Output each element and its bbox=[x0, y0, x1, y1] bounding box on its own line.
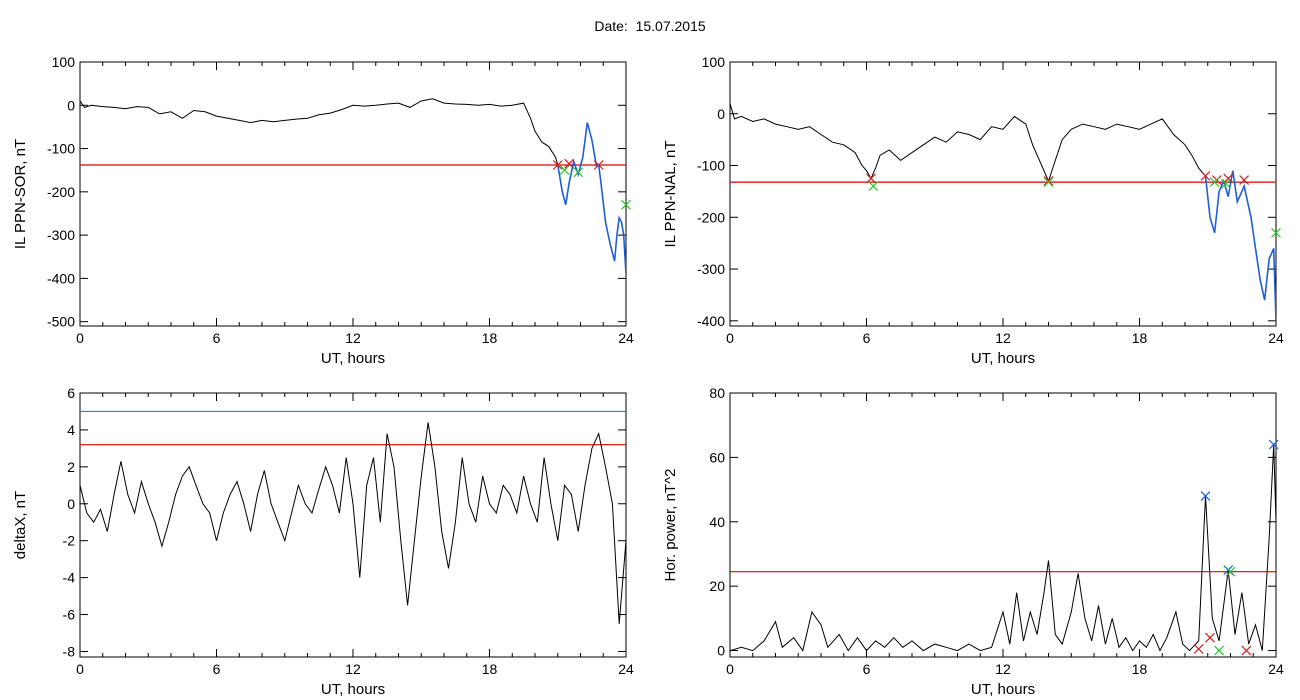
panel-2-ytick-label: -100 bbox=[697, 158, 725, 174]
panel-1-xtick-label: 0 bbox=[76, 330, 84, 346]
panel-2-ytick-label: -200 bbox=[697, 209, 725, 225]
panel-1-series-2 bbox=[557, 122, 626, 275]
panel-4-xtick-label: 18 bbox=[1132, 661, 1148, 677]
panel-2-marker-green bbox=[1221, 178, 1231, 189]
panel-4-marker-green bbox=[1214, 645, 1225, 656]
panel-2-marker-red bbox=[1043, 176, 1054, 186]
panel-1-xtick-label: 12 bbox=[345, 330, 361, 346]
panel-3-xtick-label: 12 bbox=[345, 661, 361, 677]
panel-4-xlabel: UT, hours bbox=[971, 681, 1035, 698]
panel-4-ytick-label: 40 bbox=[709, 514, 725, 530]
panel-1-ylabel: IL PPN-SOR, nT bbox=[12, 139, 29, 249]
panel-2-marker-green bbox=[1271, 227, 1281, 238]
panel-1-ytick-label: -200 bbox=[47, 184, 75, 200]
panel-4-series-1 bbox=[730, 444, 1276, 652]
panel-2-frame bbox=[729, 61, 1277, 327]
panel-3-xtick-label: 18 bbox=[482, 661, 498, 677]
panel-4-xtick-label: 6 bbox=[863, 661, 871, 677]
panel-3-frame bbox=[79, 392, 627, 658]
panel-4-marker-blue bbox=[1200, 491, 1211, 501]
panel-1-ytick-label: -100 bbox=[47, 141, 75, 157]
panel-1-marker-green bbox=[621, 199, 631, 210]
panel-3-ytick-label: 2 bbox=[67, 459, 75, 475]
panel-2-series-1 bbox=[730, 103, 1206, 183]
panel-2-marker-red bbox=[1200, 170, 1211, 181]
panel-3-ytick-label: 0 bbox=[67, 496, 75, 512]
panel-4-marker-red bbox=[1205, 632, 1215, 643]
panel-4-ylabel: Hor. power, nT^2 bbox=[662, 469, 679, 582]
panel-4-ytick-label: 20 bbox=[709, 578, 725, 594]
panel-4-marker-green bbox=[1225, 566, 1236, 577]
panel-3-ytick-label: -4 bbox=[63, 570, 76, 586]
panel-2-xtick-label: 0 bbox=[726, 330, 734, 346]
panel-2-xlabel: UT, hours bbox=[971, 350, 1035, 367]
panel-4-ytick-label: 60 bbox=[709, 449, 725, 465]
panel-1-marker-green bbox=[573, 167, 584, 178]
panel-1-marker-red bbox=[564, 158, 575, 169]
panel-2-xtick-label: 6 bbox=[863, 330, 871, 346]
panel-2-ytick-label: -300 bbox=[697, 261, 725, 277]
panel-3-xtick-label: 0 bbox=[76, 661, 84, 677]
panel-2-marker-green bbox=[1209, 177, 1220, 188]
panel-2-ytick-label: 100 bbox=[702, 54, 726, 70]
panel-2-ytick-label: -400 bbox=[697, 313, 725, 329]
panel-1-series-1 bbox=[80, 98, 559, 166]
panel-2-xtick-label: 24 bbox=[1268, 330, 1284, 346]
panel-1-ytick-label: -500 bbox=[47, 314, 75, 330]
panel-2-marker-green bbox=[868, 181, 879, 192]
panel-2-marker-red bbox=[1239, 175, 1250, 185]
panel-2-xtick-label: 12 bbox=[995, 330, 1011, 346]
panel-2-ylabel: IL PPN-NAL, nT bbox=[662, 141, 679, 248]
panel-4-xtick-label: 24 bbox=[1268, 661, 1284, 677]
panel-2-marker-red bbox=[866, 173, 876, 184]
panel-2-marker-green bbox=[1043, 177, 1054, 188]
panel-3-ylabel: deltaX, nT bbox=[12, 491, 29, 559]
panel-3-ytick-label: -6 bbox=[63, 607, 76, 623]
panel-1-ytick-label: -300 bbox=[47, 227, 75, 243]
panel-4-ytick-label: 80 bbox=[709, 385, 725, 401]
panel-4-xtick-label: 0 bbox=[726, 661, 734, 677]
panel-2-xtick-label: 18 bbox=[1132, 330, 1148, 346]
panel-3-ytick-label: 4 bbox=[67, 422, 75, 438]
panel-2-series-2 bbox=[1204, 170, 1276, 321]
panel-4-frame bbox=[729, 392, 1277, 658]
panel-3-xtick-label: 24 bbox=[618, 661, 634, 677]
figure-title: Date: 15.07.2015 bbox=[0, 18, 1300, 34]
panel-3-xlabel: UT, hours bbox=[321, 681, 385, 698]
panel-1-xtick-label: 18 bbox=[482, 330, 498, 346]
panel-1-marker-green bbox=[559, 165, 570, 176]
panel-1-marker-red bbox=[593, 160, 604, 170]
panel-3-series-1 bbox=[80, 422, 626, 624]
panel-1-ytick-label: 100 bbox=[52, 54, 76, 70]
panel-1-xlabel: UT, hours bbox=[321, 350, 385, 367]
panel-4-marker-blue bbox=[1268, 439, 1279, 450]
panel-1-frame bbox=[79, 61, 627, 327]
date-label: Date: bbox=[594, 18, 628, 34]
panel-2-ytick-label: 0 bbox=[717, 106, 725, 122]
panel-1-ytick-label: 0 bbox=[67, 97, 75, 113]
panel-1-xtick-label: 6 bbox=[213, 330, 221, 346]
panel-3-ytick-label: 6 bbox=[67, 385, 75, 401]
panel-2-marker-red bbox=[1223, 173, 1234, 184]
panel-4-marker-red bbox=[1241, 645, 1252, 656]
panel-3-xtick-label: 6 bbox=[213, 661, 221, 677]
panel-3-ytick-label: -8 bbox=[63, 643, 76, 659]
panel-4-ytick-label: 0 bbox=[717, 643, 725, 659]
date-value: 15.07.2015 bbox=[635, 18, 706, 34]
panel-1-xtick-label: 24 bbox=[618, 330, 634, 346]
panel-1-ytick-label: -400 bbox=[47, 270, 75, 286]
panel-1-marker-red bbox=[552, 160, 563, 170]
panel-4-marker-red bbox=[1193, 644, 1204, 654]
panel-3-ytick-label: -2 bbox=[63, 533, 76, 549]
panel-4-xtick-label: 12 bbox=[995, 661, 1011, 677]
